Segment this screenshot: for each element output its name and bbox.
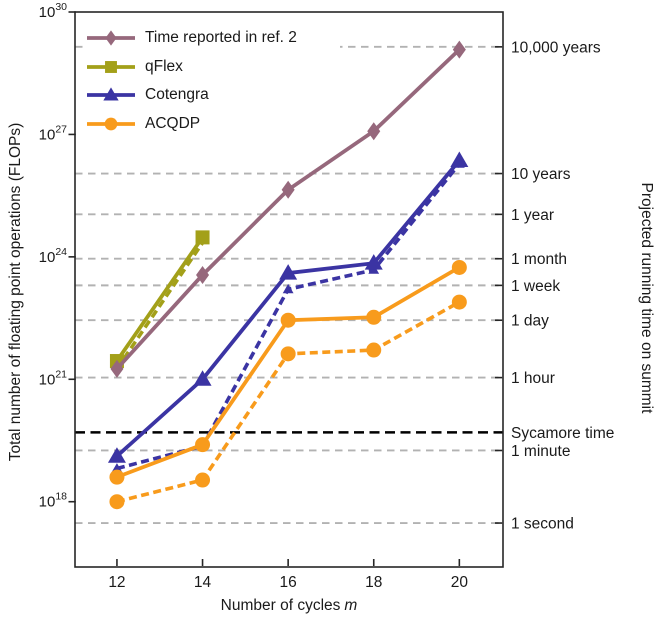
legend-item-qflex: qFlex: [84, 53, 340, 82]
plot-frame: [74, 11, 504, 568]
legend-item-cotengra: Cotengra: [84, 81, 340, 110]
legend-label-ref2: Time reported in ref. 2: [145, 29, 297, 47]
series-marker-triangle: [111, 463, 123, 473]
series-marker-diamond: [367, 122, 381, 141]
series-marker-square: [195, 230, 210, 245]
y-tick-label: 1021: [39, 368, 68, 388]
series-marker-circle: [195, 472, 211, 488]
series-marker-triangle: [107, 447, 126, 463]
series-marker-triangle: [364, 254, 383, 270]
series-qflex-solid: [109, 230, 210, 369]
y-axis-title: Total number of floating point operation…: [7, 122, 24, 462]
right-tick-label: 1 week: [511, 278, 560, 295]
right-tick-label: 1 year: [511, 207, 554, 224]
x-axis-title-text: Number of cycles: [220, 597, 341, 614]
series-acqdp-dashed: [109, 294, 467, 510]
series-marker-circle: [195, 437, 211, 453]
x-axis-title-variable: m: [344, 597, 358, 614]
legend: Time reported in ref. 2 qFlex Cotengra A…: [84, 24, 340, 138]
series-marker-circle: [280, 346, 296, 362]
series-marker-circle: [109, 494, 125, 510]
x-tick-label: 12: [108, 574, 125, 591]
x-tick-label: 20: [451, 574, 469, 591]
series-line: [116, 265, 461, 479]
legend-sample-ref2-line: [87, 30, 135, 46]
y-tick-label: 1030: [39, 1, 68, 21]
series-cotengra-solid: [107, 151, 469, 463]
legend-item-acqdp: ACQDP: [84, 110, 340, 139]
series-marker-triangle: [450, 151, 469, 167]
series-marker-triangle: [282, 283, 294, 294]
right-tick-label: 1 month: [511, 251, 567, 268]
x-axis-title: Number of cycles m: [75, 597, 503, 615]
series-marker-diamond: [452, 40, 466, 59]
legend-item-ref2: Time reported in ref. 2: [84, 24, 340, 53]
series-line: [116, 300, 461, 504]
legend-label-cotengra: Cotengra: [145, 86, 209, 104]
series-marker-circle: [366, 309, 382, 325]
series-line: [115, 241, 204, 370]
series-marker-diamond: [196, 265, 210, 284]
right-tick-label: 10 years: [511, 166, 571, 183]
x-tick-label: 16: [280, 574, 297, 591]
legend-sample-cotengra-line: [87, 87, 135, 101]
series-marker-circle: [366, 342, 382, 358]
series-line: [115, 159, 461, 458]
series-marker-diamond: [110, 359, 124, 378]
series-marker-circle: [104, 117, 118, 131]
right-tick-label: 10,000 years: [511, 39, 601, 56]
legend-label-qflex: qFlex: [145, 57, 183, 75]
right-tick-label: 1 minute: [511, 443, 570, 460]
sycamore-time-label: Sycamore time: [511, 425, 614, 442]
right-tick-label: 1 second: [511, 516, 574, 533]
series-marker-square: [105, 60, 117, 73]
x-tick-label: 18: [365, 574, 382, 591]
y-tick-label: 1027: [39, 123, 68, 143]
series-marker-triangle: [103, 87, 119, 101]
series-line: [115, 236, 205, 363]
legend-label-acqdp: ACQDP: [145, 114, 201, 132]
series-marker-diamond: [281, 180, 295, 199]
series-marker-diamond: [105, 30, 117, 46]
y-tick-label: 1018: [39, 491, 68, 511]
legend-sample-acqdp-line: [87, 117, 135, 131]
series-marker-circle: [109, 469, 125, 485]
series-acqdp-solid: [109, 259, 467, 485]
right-tick-label: 1 day: [511, 313, 549, 330]
series-marker-triangle: [193, 370, 212, 386]
right-tick-label: 1 hour: [511, 370, 555, 387]
series-qflex-dashed: [115, 241, 204, 370]
x-tick-label: 14: [194, 574, 212, 591]
series-ref2: [110, 40, 466, 378]
y-tick-label: 1024: [39, 246, 68, 266]
right-axis-title: Projected running time on summit: [638, 182, 655, 414]
series-marker-circle: [451, 294, 467, 310]
series-marker-circle: [451, 259, 467, 275]
series-marker-triangle: [279, 264, 298, 280]
series-marker-circle: [280, 312, 296, 328]
legend-sample-qflex-line: [87, 60, 135, 73]
